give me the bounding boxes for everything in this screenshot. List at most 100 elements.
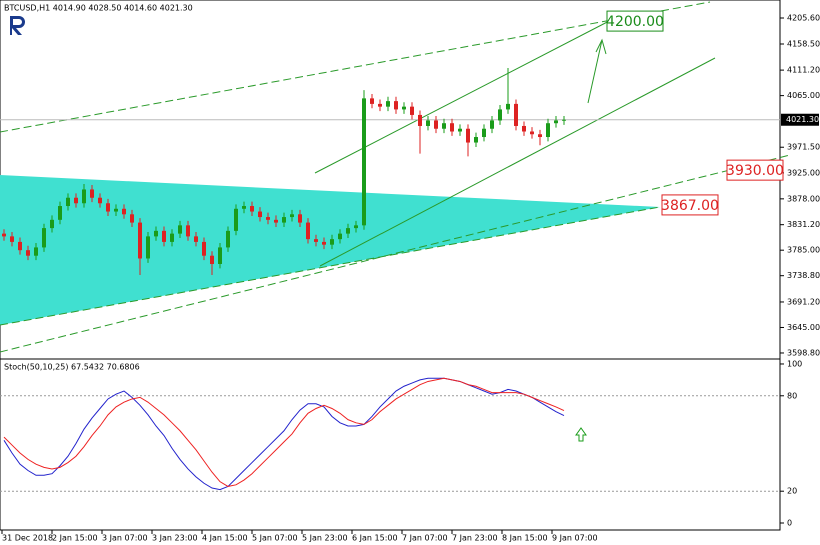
candle-body	[322, 241, 326, 245]
candle-body	[138, 222, 142, 259]
candle-body	[10, 236, 14, 242]
candle-body	[290, 214, 294, 218]
candle-body	[554, 120, 558, 124]
current-price-box	[781, 113, 819, 126]
candle-body	[34, 247, 38, 256]
candle-body	[82, 189, 86, 204]
current-price-label: 4021.30	[786, 115, 819, 124]
candle-body	[58, 206, 62, 220]
candle-body	[210, 255, 214, 264]
candle-body	[26, 250, 30, 256]
candle-body	[402, 106, 406, 110]
candle-body	[410, 106, 414, 115]
y-tick-label: 3645.00	[787, 323, 820, 332]
candle-body	[114, 208, 118, 212]
stoch-line	[3, 377, 565, 487]
x-tick-label: 2 Jan 15:00	[52, 534, 98, 543]
candle-body	[74, 197, 78, 204]
up-arrow	[575, 427, 587, 442]
candle-body	[562, 119, 566, 121]
candle-body	[386, 101, 390, 107]
candle-body	[274, 219, 278, 223]
candle-body	[522, 125, 526, 132]
candle-body	[282, 217, 286, 223]
candle-body	[122, 208, 126, 215]
candle-body	[258, 211, 262, 218]
x-tick-label: 31 Dec 2018	[2, 534, 53, 543]
candle-body	[546, 123, 550, 138]
candle-body	[234, 208, 238, 231]
candle-body	[226, 230, 230, 248]
candle-body	[354, 225, 358, 229]
y-tick-label: 4111.20	[787, 66, 820, 75]
symbol-info: BTCUSD,H1 4014.90 4028.50 4014.60 4021.3…	[4, 4, 193, 13]
y-tick-label: 3598.80	[787, 348, 820, 357]
y-tick-label: 20	[787, 487, 797, 496]
price-annotation: 3930.00	[726, 163, 784, 179]
candle-body	[426, 120, 430, 126]
candle-body	[154, 230, 158, 237]
candle-body	[90, 189, 94, 198]
y-tick-label: 3738.80	[787, 271, 820, 280]
x-tick-label: 5 Jan 23:00	[302, 534, 348, 543]
x-tick-label: 8 Jan 15:00	[502, 534, 548, 543]
candle-body	[450, 123, 454, 132]
price-annotation-box	[726, 159, 784, 181]
candle-body	[42, 228, 46, 248]
indicator-title: Stoch(50,10,25) 67.5432 70.6806	[4, 363, 140, 372]
candle-body	[442, 123, 446, 129]
y-tick-label: 4205.60	[787, 13, 820, 22]
y-tick-label: 3878.00	[787, 194, 820, 203]
candle-body	[394, 101, 398, 110]
candle-body	[458, 128, 462, 132]
y-tick-label: 3925.00	[787, 168, 820, 177]
candle-body	[370, 98, 374, 104]
candle-body	[298, 214, 302, 223]
candle-body	[194, 236, 198, 242]
candle-body	[538, 134, 542, 138]
triangle-shape	[0, 175, 660, 325]
candle-body	[434, 120, 438, 129]
price-annotation-box	[606, 10, 664, 32]
candle-body	[170, 233, 174, 242]
x-tick-label: 7 Jan 07:00	[402, 534, 448, 543]
candle-body	[98, 197, 102, 204]
y-tick-label: 3691.20	[787, 297, 820, 306]
x-tick-label: 7 Jan 23:00	[452, 534, 498, 543]
candle-body	[18, 241, 22, 251]
price-annotation: 4200.00	[606, 14, 664, 30]
y-tick-label: 3971.50	[787, 143, 820, 152]
candle-body	[362, 98, 366, 226]
candle-body	[178, 225, 182, 234]
candle-body	[514, 103, 518, 126]
candle-body	[490, 120, 494, 129]
candle-body	[474, 137, 478, 143]
candle-body	[130, 214, 134, 223]
x-tick-label: 4 Jan 15:00	[202, 534, 248, 543]
price-annotation: 3867.00	[661, 198, 719, 214]
candle-body	[2, 233, 6, 237]
x-tick-label: 6 Jan 15:00	[352, 534, 398, 543]
candle-body	[306, 222, 310, 240]
y-tick-label: 0	[787, 519, 792, 528]
candle-body	[186, 225, 190, 237]
candle-body	[242, 206, 246, 209]
candle-body	[66, 197, 70, 207]
x-tick-label: 9 Jan 07:00	[552, 534, 598, 543]
x-tick-label: 5 Jan 07:00	[252, 534, 298, 543]
candle-body	[346, 228, 350, 234]
candle-body	[266, 217, 270, 220]
y-tick-label: 4158.50	[787, 39, 820, 48]
y-tick-label: 100	[787, 359, 802, 368]
logo-mark	[10, 16, 25, 35]
y-tick-label: 3831.20	[787, 220, 820, 229]
y-tick-label: 3785.00	[787, 246, 820, 255]
candle-body	[466, 128, 470, 143]
candle-body	[378, 103, 382, 107]
candle-body	[418, 114, 422, 126]
candle-body	[482, 128, 486, 138]
candle-body	[162, 230, 166, 242]
candle-body	[530, 131, 534, 135]
y-tick-label: 80	[787, 391, 797, 400]
